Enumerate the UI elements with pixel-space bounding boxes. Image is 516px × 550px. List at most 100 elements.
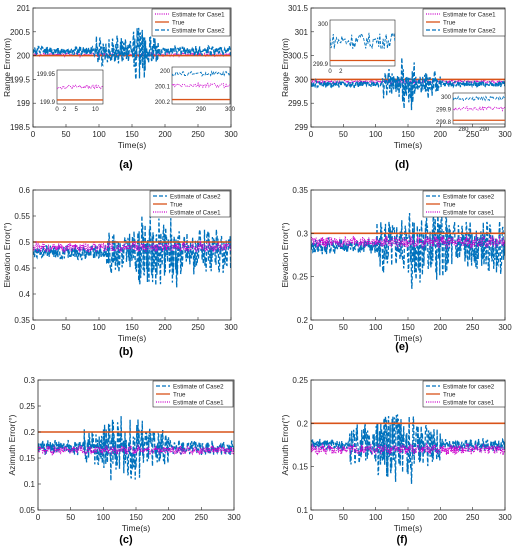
- x-axis-label: Time(s): [118, 140, 147, 150]
- y-tick-label: 0.25: [292, 273, 308, 282]
- y-axis-label: Elevation Error(°): [280, 222, 290, 287]
- legend-entry: True: [173, 392, 186, 399]
- y-tick-label: 300.5: [288, 52, 309, 61]
- y-tick-label: 0.35: [14, 316, 30, 325]
- inset-plot: 280 290 300 299.9 299.8: [436, 92, 506, 133]
- x-tick-label: 300: [498, 130, 512, 139]
- legend-entry: Estimate for case1: [443, 210, 495, 217]
- inset-x-tick-label: 290: [479, 127, 490, 133]
- inset-y-tick-label: 299.9: [313, 62, 329, 68]
- y-tick-label: 0.15: [19, 454, 35, 463]
- x-tick-label: 250: [191, 130, 205, 139]
- y-tick-label: 0.3: [24, 376, 36, 385]
- inset-series-line: [453, 95, 505, 102]
- y-tick-label: 199: [17, 99, 31, 108]
- legend-entry: Estimate of Case1: [170, 210, 221, 217]
- plot-series-group: [311, 204, 505, 289]
- x-tick-label: 200: [158, 130, 172, 139]
- legend-entry: Estimate for case2: [443, 384, 495, 391]
- x-tick-label: 300: [498, 323, 512, 332]
- legend-entry: Estimate for case2: [443, 194, 495, 201]
- y-tick-label: 200.5: [10, 28, 31, 37]
- x-axis-label: Time(s): [394, 140, 423, 150]
- legend-entry: True: [170, 202, 183, 209]
- series-line-dotted: [33, 240, 231, 255]
- y-tick-label: 299.5: [288, 99, 309, 108]
- y-tick-label: 301.5: [288, 4, 309, 13]
- x-tick-label: 200: [434, 323, 448, 332]
- x-tick-label: 150: [401, 130, 415, 139]
- plot-series-group: [38, 416, 234, 481]
- x-tick-label: 250: [466, 130, 480, 139]
- y-axis-label: Range Error(m): [2, 38, 12, 97]
- legend-entry: Estimate for Case2: [443, 28, 496, 35]
- x-tick-label: 0: [31, 130, 36, 139]
- x-tick-label: 150: [129, 513, 143, 522]
- x-tick-label: 50: [339, 323, 348, 332]
- y-axis-label: Azimuth Error(°): [7, 414, 17, 475]
- y-axis-label: Azimuth Error(°): [280, 414, 290, 475]
- series-line-dotted: [311, 234, 505, 250]
- inset-y-tick-label: 200.2: [155, 100, 171, 106]
- inset-x-tick-label: 2: [63, 107, 67, 113]
- y-tick-label: 0.3: [297, 229, 309, 238]
- panel-label: (c): [119, 534, 133, 546]
- inset-series-line: [57, 84, 103, 91]
- inset-y-tick-label: 200.1: [155, 85, 171, 91]
- legend-entry: True: [443, 20, 456, 27]
- y-tick-label: 300: [295, 75, 309, 84]
- x-tick-label: 50: [339, 130, 348, 139]
- panel-label: (d): [395, 159, 409, 171]
- x-axis-label: Time(s): [394, 523, 423, 533]
- inset-x-tick-label: 280: [458, 127, 469, 133]
- legend-entry: True: [443, 202, 456, 209]
- inset-x-tick-label: 300: [225, 107, 236, 113]
- inset-x-tick-label: 0: [55, 107, 59, 113]
- x-tick-label: 0: [309, 323, 314, 332]
- inset-x-tick-label: 0: [328, 69, 332, 75]
- x-tick-label: 50: [62, 130, 71, 139]
- legend-entry: Estimate of Case2: [170, 194, 221, 201]
- series-line-dashed: [311, 57, 505, 111]
- x-tick-label: 250: [195, 513, 209, 522]
- x-tick-label: 0: [31, 323, 36, 332]
- legend-entry: Estimate for Case1: [172, 12, 225, 19]
- inset-plot: 0 2 300 299.9: [313, 19, 396, 75]
- inset-frame: [56, 69, 104, 105]
- x-tick-label: 0: [309, 513, 314, 522]
- x-tick-label: 150: [401, 513, 415, 522]
- y-axis-label: Elevation Error(°): [2, 222, 12, 287]
- x-tick-label: 100: [92, 130, 106, 139]
- panel-label: (a): [119, 159, 133, 171]
- inset-y-tick-label: 199.95: [37, 72, 56, 78]
- x-tick-label: 300: [498, 513, 512, 522]
- x-tick-label: 150: [401, 323, 415, 332]
- inset-y-tick-label: 300: [318, 22, 329, 28]
- inset-plot: 0 2 5 10 199.95 199.9: [37, 69, 104, 113]
- x-tick-label: 200: [158, 323, 172, 332]
- y-tick-label: 0.1: [24, 480, 36, 489]
- legend-entry: Estimate for Case2: [172, 28, 225, 35]
- y-tick-label: 0.2: [297, 316, 309, 325]
- y-axis-label: Range Error(m): [280, 38, 290, 97]
- inset-series-line: [172, 81, 230, 89]
- x-tick-label: 0: [36, 513, 41, 522]
- x-tick-label: 300: [227, 513, 241, 522]
- x-tick-label: 100: [369, 323, 383, 332]
- series-line-dotted: [38, 443, 234, 456]
- x-axis-label: Time(s): [122, 523, 151, 533]
- y-tick-label: 0.55: [14, 212, 30, 221]
- plot-series-group: [33, 27, 231, 80]
- x-tick-label: 250: [191, 323, 205, 332]
- y-tick-label: 0.1: [297, 506, 309, 515]
- y-tick-label: 0.5: [19, 238, 31, 247]
- y-tick-label: 0.6: [19, 186, 31, 195]
- x-tick-label: 200: [434, 130, 448, 139]
- x-tick-label: 50: [62, 323, 71, 332]
- y-tick-label: 0.45: [14, 264, 30, 273]
- chart-panel-c: 0 50 100 150 200 250 300 0.05 0.1 0.15 0.2 0.25 0.3 T…: [7, 376, 241, 546]
